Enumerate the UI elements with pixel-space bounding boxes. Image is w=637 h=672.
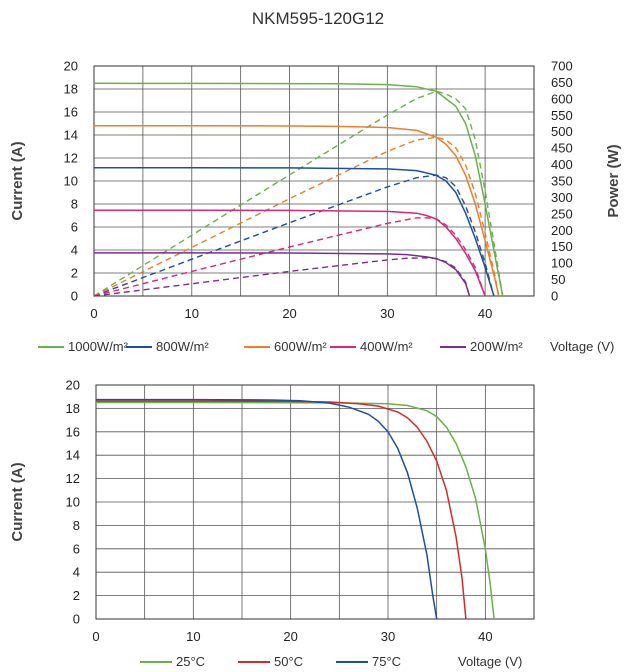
y-axis-title: Current (A) <box>9 462 26 541</box>
power-curve-line <box>93 217 486 297</box>
y2-tick-label: 100 <box>551 256 573 271</box>
legend-label: 25°C <box>176 654 205 669</box>
y-tick-label: 10 <box>64 174 78 189</box>
x-tick-label: 10 <box>186 629 200 644</box>
y-tick-label: 14 <box>66 448 80 463</box>
x-tick-label: 0 <box>92 629 99 644</box>
current-curve-line <box>96 401 495 620</box>
y-tick-label: 8 <box>73 518 80 533</box>
x-tick-label: 0 <box>90 306 97 321</box>
y2-axis-title: Power (W) <box>605 144 622 217</box>
y-tick-label: 16 <box>64 105 78 120</box>
y-tick-label: 8 <box>71 197 78 212</box>
x-axis-title: Voltage (V) <box>550 339 614 354</box>
y-tick-label: 10 <box>66 495 80 510</box>
y-tick-label: 0 <box>73 612 80 627</box>
y2-tick-label: 400 <box>551 157 573 172</box>
current-curve-line <box>93 82 504 297</box>
y-tick-label: 4 <box>71 243 78 258</box>
y2-tick-label: 300 <box>551 190 573 205</box>
x-tick-label: 20 <box>282 306 296 321</box>
power-curve-line <box>93 136 500 297</box>
y2-tick-label: 150 <box>551 239 573 254</box>
y-tick-label: 18 <box>64 82 78 97</box>
y2-tick-label: 700 <box>551 59 573 74</box>
current-curve-line <box>94 125 500 297</box>
x-tick-label: 40 <box>478 306 492 321</box>
legend-label: 75°C <box>372 654 401 669</box>
legend-label: 600W/m² <box>274 339 327 354</box>
chart-title: NKM595-120G12 <box>252 9 384 28</box>
legend-label: 50°C <box>274 654 303 669</box>
y2-tick-label: 600 <box>551 91 573 106</box>
y2-tick-label: 200 <box>551 223 573 238</box>
y2-tick-label: 250 <box>551 206 573 221</box>
legend-label: 400W/m² <box>360 339 413 354</box>
current-curve-line <box>96 400 467 620</box>
power-curve-line <box>93 90 504 297</box>
y-tick-label: 20 <box>66 378 80 393</box>
y2-tick-label: 50 <box>551 272 565 287</box>
y-tick-label: 16 <box>66 424 80 439</box>
x-tick-label: 30 <box>381 629 395 644</box>
y2-tick-label: 500 <box>551 124 573 139</box>
current-curve-line <box>94 252 471 297</box>
y-axis-title: Current (A) <box>9 141 26 220</box>
power-curve-line <box>93 257 471 297</box>
y-tick-label: 20 <box>64 59 78 74</box>
plot-frame <box>93 65 535 297</box>
y2-tick-label: 550 <box>551 108 573 123</box>
legend-label: 800W/m² <box>156 339 209 354</box>
current-curve-line <box>94 167 495 297</box>
x-tick-label: 20 <box>283 629 297 644</box>
y-tick-label: 12 <box>64 151 78 166</box>
y-tick-label: 4 <box>73 565 80 580</box>
iv-temperature-chart: 0 10 20 30 40 0 2 4 6 8 10 12 14 16 18 20 Current (A) 25°… <box>9 378 535 669</box>
y2-tick-label: 450 <box>551 141 573 156</box>
plot-frame <box>95 384 535 620</box>
y2-tick-label: 350 <box>551 174 573 189</box>
x-tick-label: 40 <box>478 629 492 644</box>
y-tick-label: 18 <box>66 401 80 416</box>
y2-tick-label: 0 <box>551 289 558 304</box>
x-axis-title: Voltage (V) <box>458 654 522 669</box>
y-tick-label: 14 <box>64 128 78 143</box>
x-tick-label: 10 <box>185 306 199 321</box>
current-curve-line <box>94 209 486 297</box>
power-curve-line <box>93 174 495 297</box>
current-curve-line <box>96 398 438 620</box>
y-tick-label: 2 <box>71 266 78 281</box>
y2-tick-label: 650 <box>551 75 573 90</box>
y-tick-label: 12 <box>66 471 80 486</box>
y-tick-label: 0 <box>71 289 78 304</box>
y-tick-label: 6 <box>73 541 80 556</box>
legend-label: 1000W/m² <box>68 339 129 354</box>
y-tick-label: 2 <box>73 588 80 603</box>
legend-label: 200W/m² <box>470 339 523 354</box>
x-tick-label: 30 <box>380 306 394 321</box>
y-tick-label: 6 <box>71 220 78 235</box>
